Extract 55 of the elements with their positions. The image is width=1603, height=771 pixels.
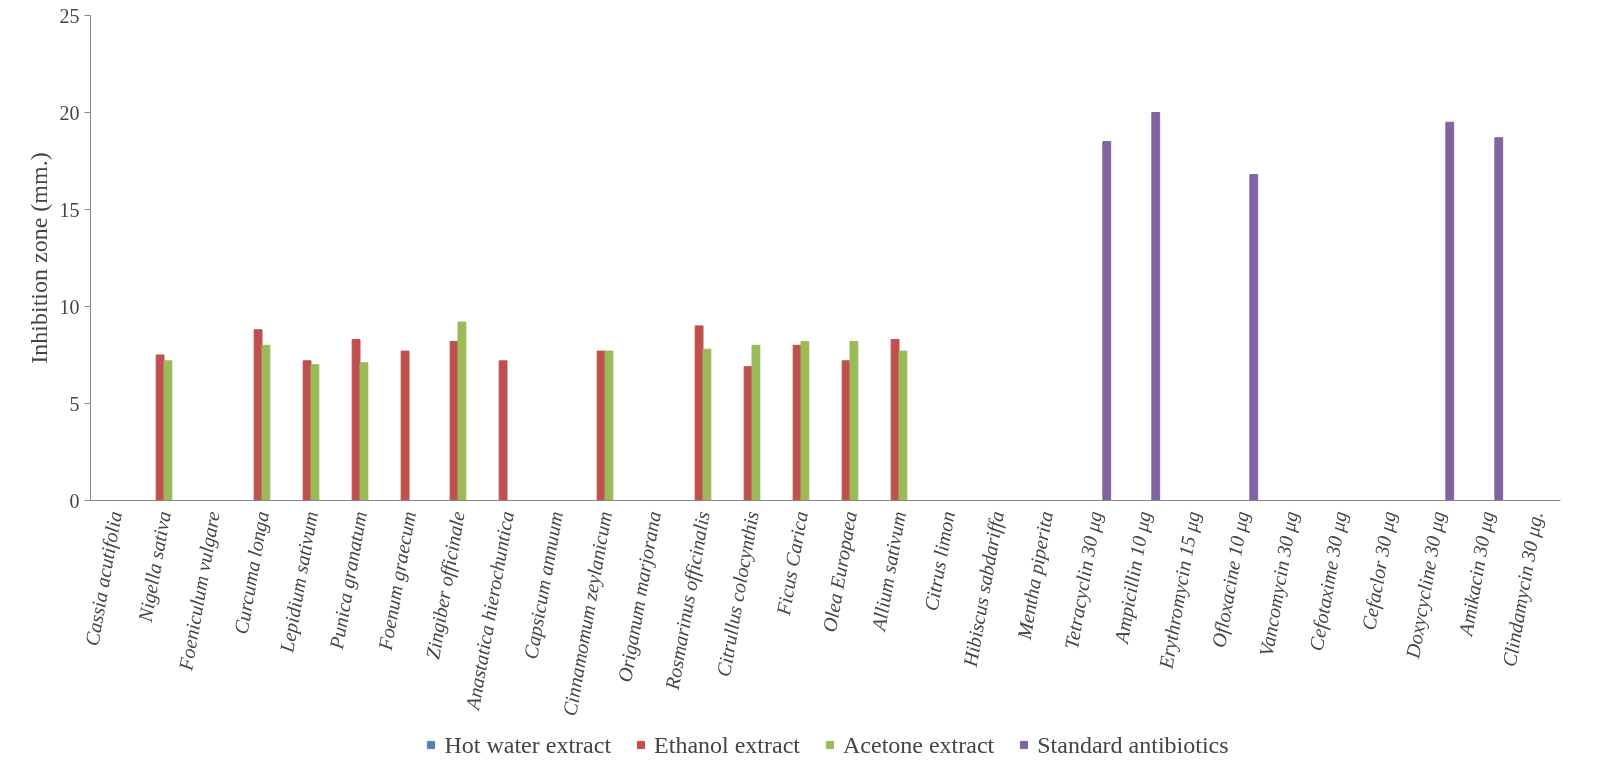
x-tick-label: Nigella sativa bbox=[133, 509, 176, 625]
y-tick-label: 15 bbox=[59, 198, 80, 221]
x-tick-label: Allium sativum bbox=[866, 509, 910, 635]
x-tick-label: Foeniculum vulgare bbox=[174, 509, 225, 673]
x-tick-label: Mentha piperita bbox=[1012, 509, 1058, 643]
legend-label: Hot water extract bbox=[444, 731, 612, 758]
x-tick-label: Ficus Carica bbox=[771, 509, 812, 618]
bar bbox=[1494, 137, 1504, 501]
bar bbox=[400, 350, 410, 501]
bar bbox=[898, 350, 908, 501]
x-tick-label: Citrullus colocynthis bbox=[712, 509, 764, 679]
y-tick-label: 25 bbox=[59, 4, 80, 27]
bar bbox=[310, 364, 320, 501]
bar bbox=[1102, 141, 1112, 501]
x-tick-label: Capsicum annuum bbox=[519, 509, 568, 661]
bar bbox=[1445, 121, 1455, 501]
y-axis-title: Inhibition zone (mm.) bbox=[25, 152, 52, 364]
x-tick-label: Cassia acutifolia bbox=[80, 509, 127, 648]
x-tick-label: Citrus limon bbox=[919, 509, 959, 613]
x-tick-label: Foenum graecum bbox=[373, 509, 421, 653]
y-tick-label: 20 bbox=[59, 101, 80, 124]
x-tick-label: Punica granatum bbox=[324, 509, 372, 652]
bar bbox=[1151, 112, 1161, 501]
x-tick-label: Ofloxacine 10 μg bbox=[1207, 509, 1254, 650]
x-tick-label: Curcuma longa bbox=[229, 509, 274, 636]
legend-label: Ethanol extract bbox=[654, 731, 800, 758]
x-tick-label: Clindamycin 30 μg. bbox=[1497, 509, 1548, 669]
bar bbox=[261, 344, 271, 501]
y-tick-label: 5 bbox=[69, 392, 80, 415]
bar bbox=[498, 360, 508, 501]
bar bbox=[751, 344, 761, 501]
x-tick-label: Ampicillin 10 μg bbox=[1109, 509, 1156, 647]
x-tick-label: Cefaclor 30 μg bbox=[1357, 509, 1401, 632]
x-tick-label: Erythromycin 15 μg bbox=[1154, 509, 1205, 672]
y-tick-label: 10 bbox=[59, 295, 80, 318]
legend-label: Standard antibiotics bbox=[1037, 731, 1229, 758]
x-tick-label: Cefotaxime 30 μg bbox=[1304, 509, 1352, 653]
x-tick-label: Olea Europaea bbox=[817, 509, 862, 634]
x-tick-label: Lepidium sativum bbox=[275, 509, 323, 656]
legend-label: Acetone extract bbox=[842, 731, 995, 758]
bar bbox=[457, 321, 467, 501]
x-tick-label: Vancomycin 30 μg bbox=[1254, 509, 1303, 659]
bar bbox=[163, 360, 173, 501]
bar bbox=[359, 362, 369, 501]
bar bbox=[702, 348, 712, 501]
x-tick-label: Amikacin 30 μg bbox=[1454, 509, 1499, 640]
bar bbox=[849, 340, 859, 501]
x-tick-label: Doxycycline 30 μg bbox=[1401, 509, 1450, 662]
x-tick-label: Tetracyclin 30 μg bbox=[1059, 509, 1107, 651]
y-tick-label: 0 bbox=[69, 489, 80, 512]
x-tick-label: Hibiscus sabdariffa bbox=[958, 509, 1009, 670]
bar bbox=[604, 350, 614, 501]
x-tick-label: Zingiber officinale bbox=[421, 509, 470, 661]
bar bbox=[800, 340, 810, 501]
bar bbox=[1249, 174, 1259, 501]
